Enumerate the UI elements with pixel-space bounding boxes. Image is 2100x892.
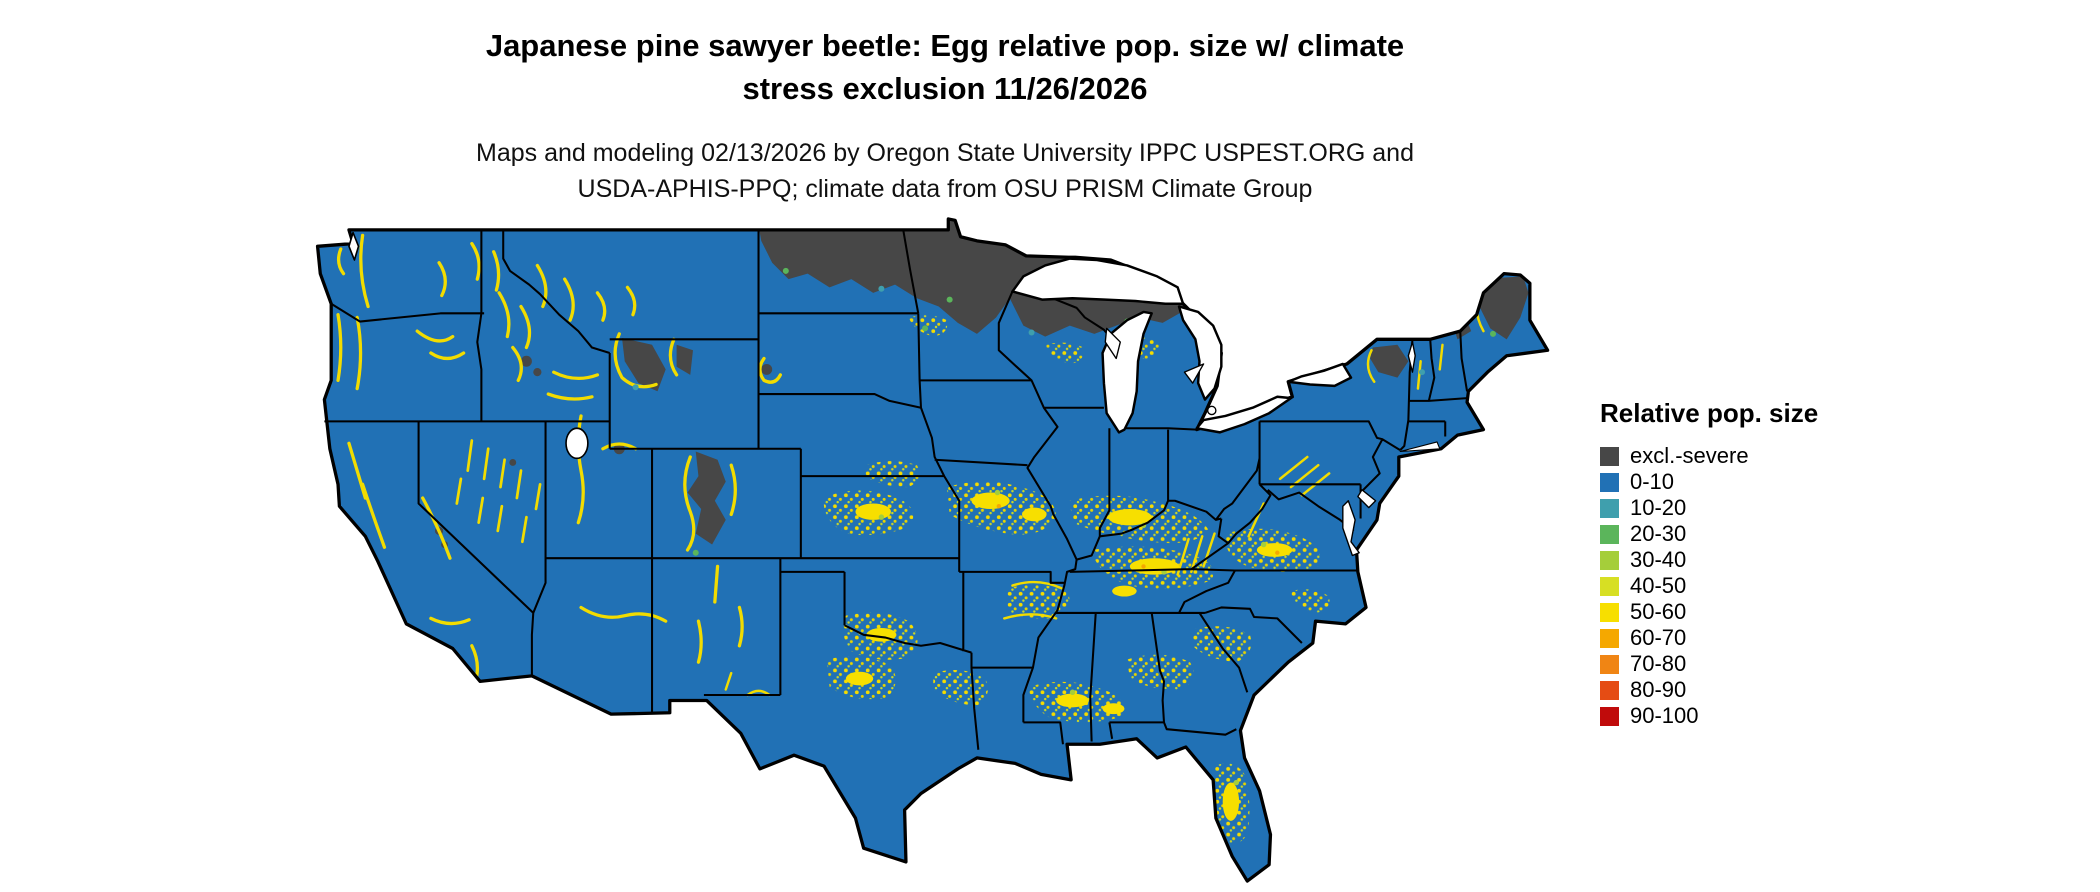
excluded-region-bighorn — [676, 344, 693, 375]
green-bay — [1104, 327, 1121, 360]
chesapeake-bay — [1342, 500, 1360, 557]
legend-swatch-30-40 — [1600, 550, 1619, 570]
legend-swatch-20-30 — [1600, 524, 1619, 544]
legend-swatch-60-70 — [1600, 628, 1619, 648]
legend-label: 60-70 — [1630, 625, 1687, 650]
legend-label: 20-30 — [1630, 521, 1687, 546]
lake-st-clair — [1206, 405, 1217, 416]
lake-huron — [1177, 305, 1223, 401]
legend-item: 30-40 — [1600, 547, 1900, 573]
lake-champlain — [1407, 341, 1416, 373]
legend-swatch-90-100 — [1600, 706, 1619, 726]
great-salt-lake — [565, 427, 589, 460]
lake-superior — [1011, 257, 1185, 305]
saginaw-bay — [1183, 363, 1205, 384]
lake-erie — [1195, 395, 1293, 434]
legend-item: 10-20 — [1600, 495, 1900, 521]
legend-label: 80-90 — [1630, 677, 1687, 702]
map-title-line2: stress exclusion 11/26/2026 — [742, 71, 1148, 107]
legend-item: 70-80 — [1600, 651, 1900, 677]
delaware-bay — [1357, 489, 1377, 509]
legend-label: 0-10 — [1630, 469, 1675, 494]
legend-swatch-50-60 — [1600, 602, 1619, 622]
legend-item: 20-30 — [1600, 521, 1900, 547]
legend-title: Relative pop. size — [1600, 398, 1819, 428]
lake-ontario — [1286, 362, 1353, 388]
great-lakes-and-water — [348, 231, 1441, 557]
puget-sound — [348, 231, 360, 261]
us-map-svg — [315, 217, 1550, 883]
excluded-region-adirondacks — [1370, 344, 1409, 378]
legend-item: excl.-severe — [1600, 443, 1900, 469]
legend-item: 90-100 — [1600, 703, 1900, 729]
legend-swatch-10-20 — [1600, 498, 1619, 518]
map-subtitle: Maps and modeling 02/13/2026 by Oregon S… — [0, 135, 1890, 208]
legend-item: 60-70 — [1600, 625, 1900, 651]
legend-item: 0-10 — [1600, 469, 1900, 495]
map-subtitle-line1: Maps and modeling 02/13/2026 by Oregon S… — [476, 138, 1414, 167]
headings-block: Japanese pine sawyer beetle: Egg relativ… — [0, 24, 1890, 207]
excluded-region-yellowstone — [622, 337, 666, 392]
legend-item: 50-60 — [1600, 599, 1900, 625]
western-ridge-patches — [336, 233, 783, 686]
legend-swatch-0-10 — [1600, 472, 1619, 492]
legend-label: 70-80 — [1630, 651, 1687, 676]
excluded-region-northern-maine — [1476, 276, 1529, 340]
legend-swatch-70-80 — [1600, 654, 1619, 674]
legend-label: 40-50 — [1630, 573, 1687, 598]
legend-item: 40-50 — [1600, 573, 1900, 599]
legend-label: excl.-severe — [1630, 443, 1749, 468]
long-island-sound — [1399, 441, 1441, 453]
legend-label: 90-100 — [1630, 703, 1699, 728]
excluded-region-colorado-rockies — [687, 451, 726, 545]
legend-swatch-excl-severe — [1600, 446, 1619, 466]
legend-swatch-80-90 — [1600, 680, 1619, 700]
legend-label: 50-60 — [1630, 599, 1687, 624]
state-borders — [324, 229, 1469, 750]
basin-range-patches — [455, 439, 542, 544]
transition-class-dots — [632, 267, 1497, 786]
legend-item: 80-90 — [1600, 677, 1900, 703]
us-map — [308, 208, 1564, 892]
map-subtitle-line2: USDA-APHIS-PPQ; climate data from OSU PR… — [577, 175, 1313, 204]
legend-swatch-40-50 — [1600, 576, 1619, 596]
legend-label: 30-40 — [1630, 547, 1687, 572]
map-title-line1: Japanese pine sawyer beetle: Egg relativ… — [485, 28, 1405, 63]
legend-label: 10-20 — [1630, 495, 1687, 520]
legend: Relative pop. size excl.-severe 0-10 10-… — [1600, 398, 1900, 729]
